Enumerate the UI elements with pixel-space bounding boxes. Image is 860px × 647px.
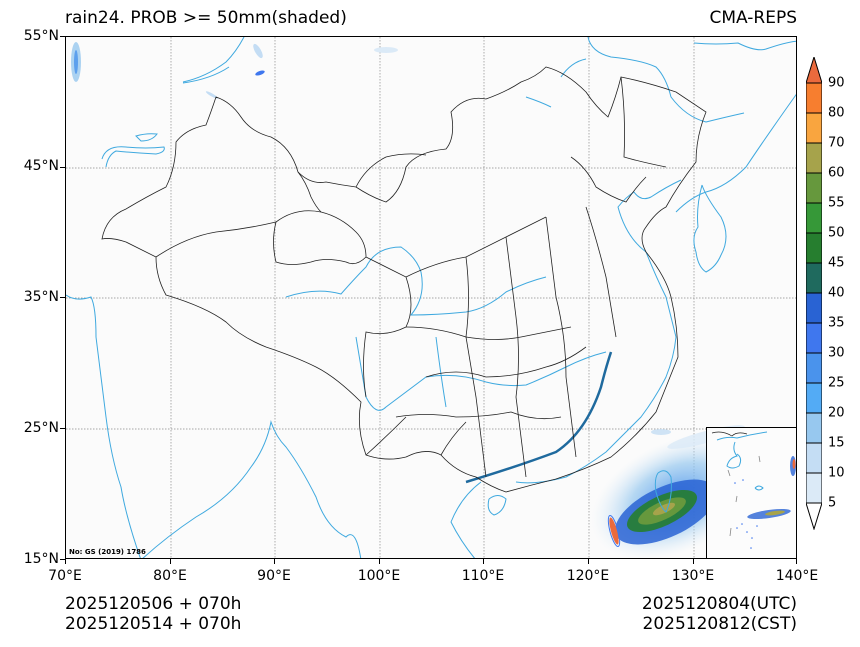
tick-mark	[60, 36, 65, 37]
lon-tick-80: 80°E	[153, 568, 187, 584]
colorbar-label-60: 60	[828, 165, 845, 181]
tick-mark	[60, 559, 65, 560]
lat-tick-35: 35°N	[23, 289, 59, 305]
rain-probability-shading	[71, 42, 761, 558]
colorbar-label-80: 80	[828, 105, 845, 121]
colorbar-label-25: 25	[828, 375, 845, 391]
tick-mark	[588, 559, 589, 564]
tick-mark	[65, 559, 66, 564]
colorbar-label-45: 45	[828, 255, 845, 271]
lon-tick-90: 90°E	[257, 568, 291, 584]
china-borders	[101, 66, 707, 493]
colorbar-label-30: 30	[828, 345, 845, 361]
tick-mark	[274, 559, 275, 564]
tick-mark	[60, 297, 65, 298]
lon-tick-110: 110°E	[461, 568, 505, 584]
tick-mark	[60, 428, 65, 429]
colorbar-label-10: 10	[828, 465, 845, 481]
tick-mark	[693, 559, 694, 564]
lon-tick-130: 130°E	[671, 568, 715, 584]
colorbar-extend-max	[806, 57, 822, 84]
lon-tick-100: 100°E	[357, 568, 401, 584]
colorbar-label-50: 50	[828, 225, 845, 241]
colorbar-label-70: 70	[828, 135, 845, 151]
model-name: CMA-REPS	[709, 8, 797, 28]
tick-mark	[170, 559, 171, 564]
colorbar-label-90: 90	[828, 75, 845, 91]
coastlines-rivers	[66, 37, 796, 558]
map-approval-number: No: GS (2019) 1786	[69, 548, 146, 556]
tick-mark	[483, 559, 484, 564]
gridlines	[66, 37, 796, 558]
lat-tick-55: 55°N	[23, 28, 59, 44]
valid-time-cst: 2025120812(CST)	[642, 614, 797, 634]
colorbar-label-55: 55	[828, 195, 845, 211]
colorbar-label-5: 5	[828, 495, 837, 511]
tick-mark	[379, 559, 380, 564]
colorbar-extend-min	[806, 502, 822, 530]
lon-tick-140: 140°E	[775, 568, 819, 584]
colorbar	[806, 57, 822, 530]
map-plot-area[interactable]	[65, 36, 797, 559]
south-china-sea-inset	[706, 427, 797, 559]
colorbar-label-40: 40	[828, 285, 845, 301]
lon-tick-120: 120°E	[566, 568, 610, 584]
lat-tick-25: 25°N	[23, 420, 59, 436]
init-time-utc: 2025120506 + 070h	[65, 594, 242, 614]
map-canvas	[66, 37, 796, 558]
colorbar-label-15: 15	[828, 435, 845, 451]
colorbar-label-35: 35	[828, 315, 845, 331]
init-time-cst: 2025120514 + 070h	[65, 614, 242, 634]
lat-tick-45: 45°N	[23, 158, 59, 174]
inset-shading	[734, 456, 796, 549]
valid-time-block: 2025120804(UTC) 2025120812(CST)	[642, 594, 797, 634]
colorbar-label-20: 20	[828, 405, 845, 421]
tick-mark	[60, 167, 65, 168]
map-title: rain24. PROB >= 50mm(shaded)	[65, 8, 347, 28]
valid-time-utc: 2025120804(UTC)	[641, 594, 797, 614]
tick-mark	[796, 559, 797, 564]
init-time-block: 2025120506 + 070h 2025120514 + 070h	[65, 594, 241, 634]
lat-tick-15: 15°N	[23, 551, 59, 567]
lon-tick-70: 70°E	[48, 568, 82, 584]
inset-canvas	[711, 431, 796, 549]
